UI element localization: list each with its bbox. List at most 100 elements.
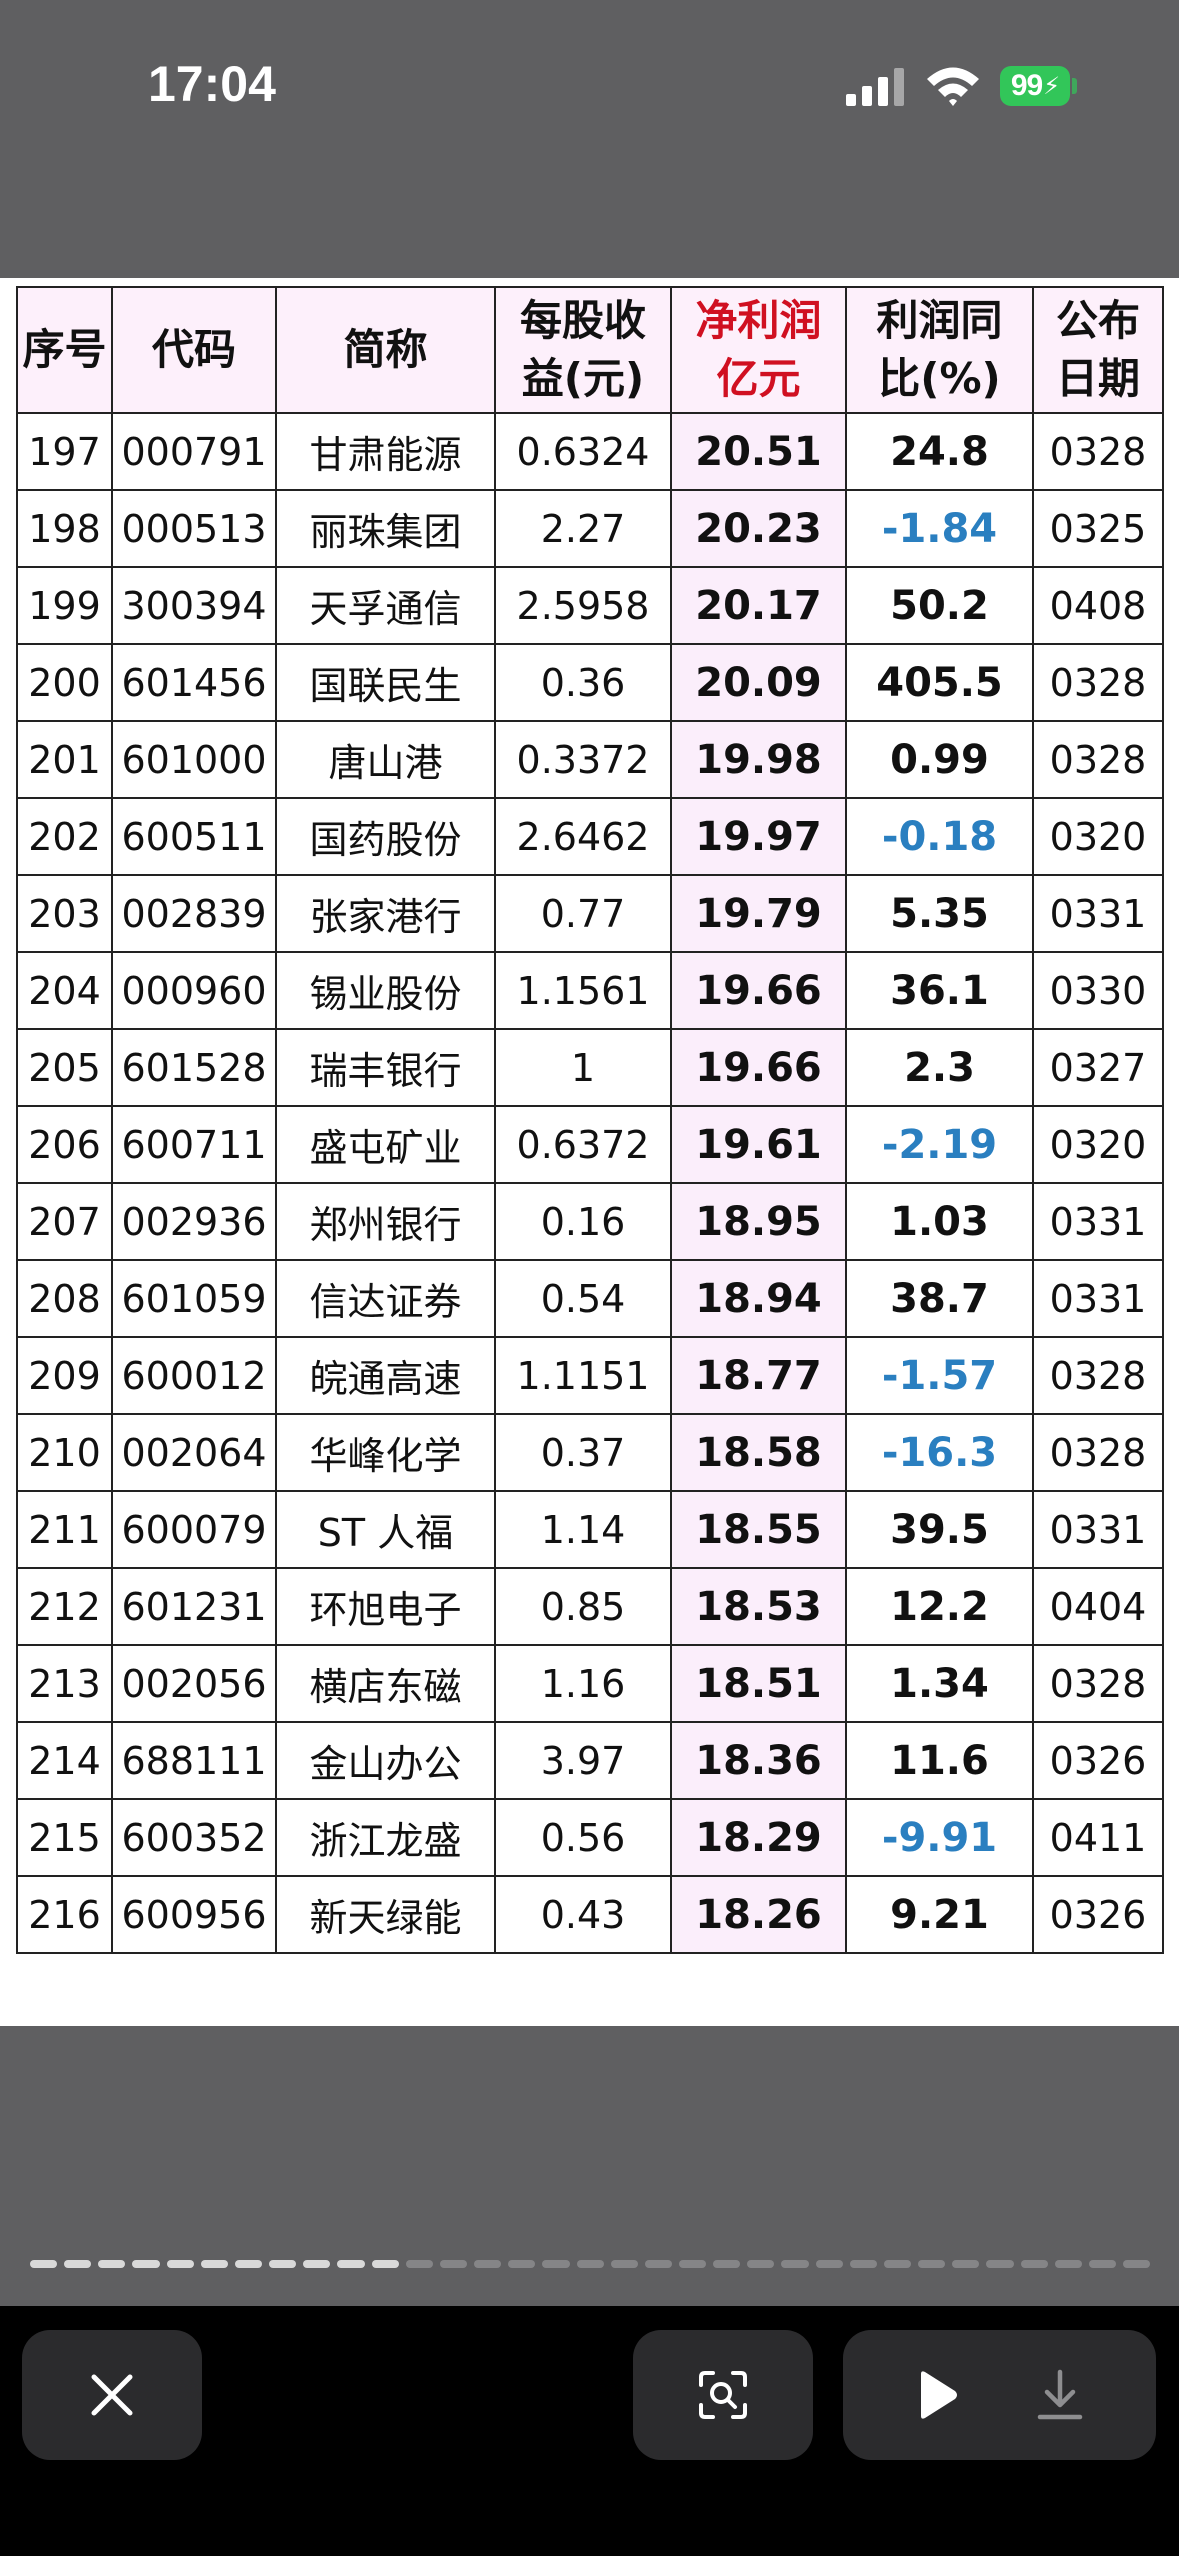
cell-net-profit: 18.53 [670,1567,847,1646]
playback-download-group [843,2330,1156,2460]
page-dot[interactable] [405,2260,433,2268]
cell-seq: 212 [16,1567,113,1646]
cell-seq: 205 [16,1028,113,1107]
cell-eps: 0.16 [494,1182,672,1261]
table-row: 197 000791 甘肃能源 0.6324 20.51 24.8 0328 [16,412,1164,491]
header-code: 代码 [111,286,277,414]
cell-profit-yoy: 1.34 [845,1644,1034,1723]
page-dot[interactable] [610,2260,638,2268]
cell-publish-date: 0328 [1032,1413,1164,1492]
cell-name: 锡业股份 [275,951,496,1030]
table-row: 199 300394 天孚通信 2.5958 20.17 50.2 0408 [16,566,1164,645]
page-dot[interactable] [986,2260,1014,2268]
cell-profit-yoy: 0.99 [845,720,1034,799]
header-eps-line1: 每股收 [519,296,646,345]
play-icon[interactable] [915,2370,959,2420]
page-dot[interactable] [644,2260,672,2268]
cell-code: 000513 [111,489,277,568]
page-dot[interactable] [1020,2260,1048,2268]
cell-seq: 215 [16,1798,113,1877]
page-dot[interactable] [30,2260,58,2268]
page-dot[interactable] [200,2260,228,2268]
cell-eps: 0.36 [494,643,672,722]
cell-seq: 197 [16,412,113,491]
cell-net-profit: 19.98 [670,720,847,799]
cell-profit-yoy: 2.3 [845,1028,1034,1107]
cell-eps: 2.27 [494,489,672,568]
close-button[interactable] [22,2330,202,2460]
page-dot[interactable] [678,2260,707,2268]
cell-code: 000791 [111,412,277,491]
cell-name: 浙江龙盛 [275,1798,496,1877]
page-dot[interactable] [713,2260,741,2268]
battery-level: 99 [1010,69,1043,102]
page-dot[interactable] [542,2260,570,2268]
cell-publish-date: 0328 [1032,412,1164,491]
cell-name: 皖通高速 [275,1336,496,1415]
header-seq: 序号 [16,286,113,414]
header-profit-line2: 亿元 [716,354,801,403]
page-dot[interactable] [337,2260,365,2268]
table-row: 212 601231 环旭电子 0.85 18.53 12.2 0404 [16,1567,1164,1646]
cell-eps: 0.3372 [494,720,672,799]
cell-eps: 0.54 [494,1259,672,1338]
page-dot[interactable] [474,2260,502,2268]
header-profit-yoy: 利润同 比(%) [845,286,1034,414]
cell-publish-date: 0330 [1032,951,1164,1030]
cell-name: 环旭电子 [275,1567,496,1646]
cell-profit-yoy: 12.2 [845,1567,1034,1646]
page-dot[interactable] [166,2260,194,2268]
download-icon[interactable] [1035,2368,1085,2422]
table-row: 206 600711 盛屯矿业 0.6372 19.61 -2.19 0320 [16,1105,1164,1184]
cell-net-profit: 18.58 [670,1413,847,1492]
page-dot[interactable] [952,2260,980,2268]
cell-eps: 0.85 [494,1567,672,1646]
visual-lookup-button[interactable] [633,2330,813,2460]
cell-eps: 0.56 [494,1798,672,1877]
page-dot[interactable] [508,2260,536,2268]
wifi-icon [927,67,979,106]
table-row: 201 601000 唐山港 0.3372 19.98 0.99 0328 [16,720,1164,799]
cell-net-profit: 19.66 [670,951,847,1030]
cell-publish-date: 0328 [1032,720,1164,799]
page-dot[interactable] [371,2260,399,2268]
page-dot[interactable] [576,2260,604,2268]
page-dot[interactable] [98,2260,126,2268]
cell-seq: 210 [16,1413,113,1492]
cell-profit-yoy: 11.6 [845,1721,1034,1800]
page-dot[interactable] [1123,2260,1151,2268]
page-dot[interactable] [815,2260,843,2268]
cell-net-profit: 20.51 [670,412,847,491]
page-dot[interactable] [234,2260,263,2268]
cell-profit-yoy: 5.35 [845,874,1034,953]
table-header-row: 序号 代码 简称 每股收 益(元) 净利润 亿元 利润同 比(%) 公布 日期 [16,286,1164,414]
cell-eps: 0.77 [494,874,672,953]
cell-code: 600012 [111,1336,277,1415]
page-dot[interactable] [1088,2260,1116,2268]
cell-seq: 199 [16,566,113,645]
cell-publish-date: 0331 [1032,874,1164,953]
page-dot[interactable] [269,2260,297,2268]
battery-indicator: 99 ⚡ [1000,66,1070,106]
page-indicator[interactable] [30,2260,1151,2270]
cell-code: 600711 [111,1105,277,1184]
page-dot[interactable] [747,2260,775,2268]
page-dot[interactable] [439,2260,468,2268]
page-dot[interactable] [1054,2260,1082,2268]
cell-seq: 204 [16,951,113,1030]
cell-seq: 208 [16,1259,113,1338]
page-dot[interactable] [781,2260,809,2268]
page-dot[interactable] [303,2260,331,2268]
photo-viewer-image[interactable]: 序号 代码 简称 每股收 益(元) 净利润 亿元 利润同 比(%) 公布 日期 197 0… [0,278,1179,2026]
page-dot[interactable] [918,2260,946,2268]
table-row: 214 688111 金山办公 3.97 18.36 11.6 0326 [16,1721,1164,1800]
page-dot[interactable] [883,2260,912,2268]
cell-net-profit: 19.66 [670,1028,847,1107]
header-name: 简称 [275,286,496,414]
page-dot[interactable] [849,2260,877,2268]
cell-net-profit: 20.17 [670,566,847,645]
table-row: 200 601456 国联民生 0.36 20.09 405.5 0328 [16,643,1164,722]
page-dot[interactable] [132,2260,160,2268]
page-dot[interactable] [64,2260,92,2268]
cell-publish-date: 0326 [1032,1721,1164,1800]
